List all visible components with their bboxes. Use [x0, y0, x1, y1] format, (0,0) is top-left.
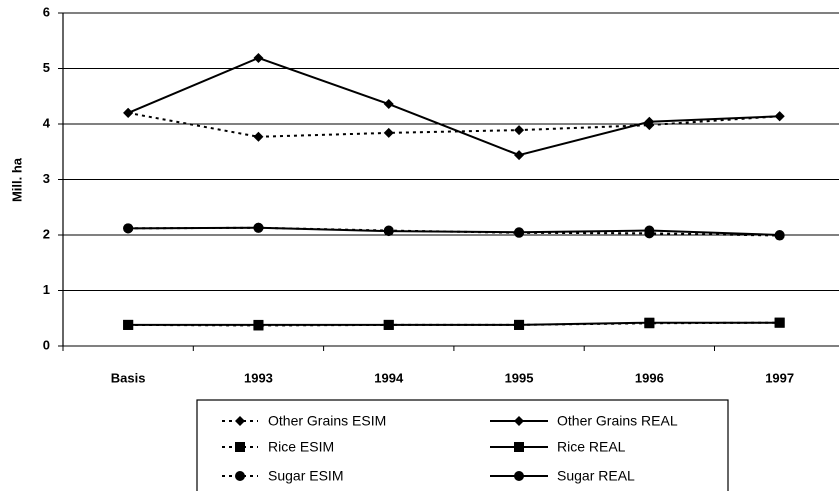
- marker: [514, 471, 524, 481]
- x-tick-label: 1994: [374, 370, 404, 385]
- legend-label: Rice ESIM: [268, 439, 334, 455]
- marker: [253, 222, 264, 233]
- x-tick-label: 1996: [635, 370, 664, 385]
- legend-label: Other Grains ESIM: [268, 413, 386, 429]
- series-line: [127, 111, 780, 138]
- legend-label: Other Grains REAL: [557, 413, 678, 429]
- marker: [774, 230, 785, 240]
- y-tick-label: 5: [43, 60, 50, 75]
- marker: [514, 227, 525, 238]
- x-tick-label: 1993: [244, 370, 273, 385]
- marker: [235, 442, 245, 452]
- marker: [774, 111, 785, 122]
- series-line: [127, 56, 780, 157]
- y-tick-label: 0: [43, 337, 50, 352]
- marker: [514, 150, 525, 161]
- marker: [514, 442, 524, 452]
- legend-box: [196, 399, 729, 491]
- y-tick-label: 4: [43, 115, 51, 130]
- y-axis-label: Mill. ha: [9, 157, 24, 202]
- marker: [123, 107, 134, 118]
- series-line: [128, 226, 780, 236]
- legend-label: Rice REAL: [557, 439, 626, 455]
- marker: [644, 317, 655, 328]
- legend-label: Sugar ESIM: [268, 468, 343, 484]
- marker: [123, 319, 134, 330]
- y-tick-label: 6: [43, 4, 50, 19]
- marker: [644, 116, 655, 127]
- marker: [383, 226, 394, 237]
- x-tick-label: Basis: [111, 370, 146, 385]
- marker: [383, 99, 394, 110]
- y-tick-label: 2: [43, 226, 50, 241]
- x-tick-label: 1997: [765, 370, 794, 385]
- y-tick-label: 1: [43, 282, 50, 297]
- marker: [123, 223, 134, 234]
- marker: [235, 416, 245, 426]
- marker: [514, 416, 524, 426]
- y-tick-label: 3: [43, 171, 50, 186]
- marker: [514, 125, 525, 136]
- marker: [253, 131, 264, 142]
- marker: [774, 317, 785, 328]
- marker: [383, 127, 394, 138]
- marker: [514, 319, 525, 330]
- marker: [644, 225, 655, 236]
- series-line: [128, 321, 780, 326]
- marker: [253, 52, 264, 63]
- marker: [253, 319, 264, 330]
- x-tick-label: 1995: [505, 370, 534, 385]
- marker: [235, 471, 245, 481]
- legend-label: Sugar REAL: [557, 468, 635, 484]
- marker: [383, 319, 394, 330]
